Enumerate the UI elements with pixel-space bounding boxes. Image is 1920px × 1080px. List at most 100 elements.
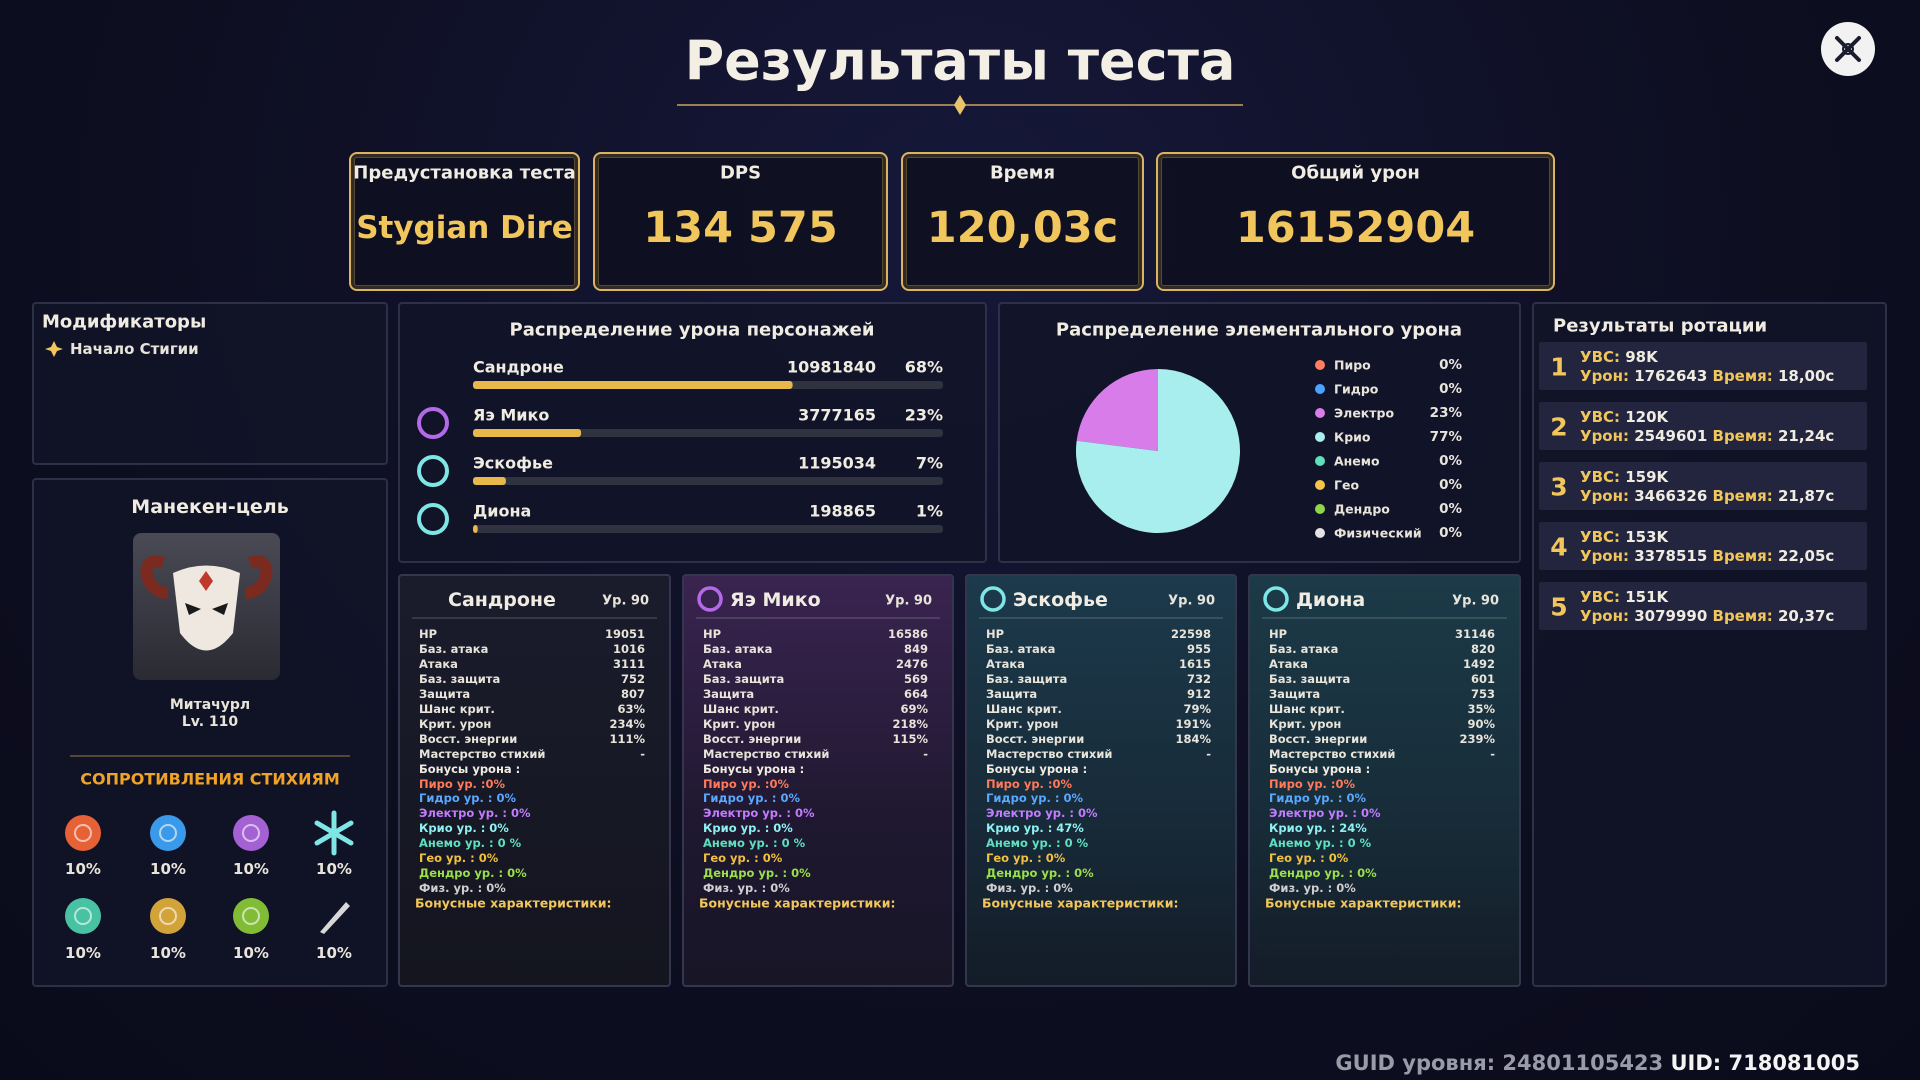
summary-value: 134 575 — [643, 203, 838, 253]
rotation-time: 18,00с — [1777, 367, 1835, 385]
rotation-rank: 2 — [1550, 412, 1568, 442]
rotation-line: Урон: 3079990 Время: 20,37с — [1580, 607, 1834, 625]
summary-box — [1156, 152, 1555, 291]
legend-value: 0% — [1439, 477, 1462, 493]
rotation-item — [1539, 522, 1867, 570]
resist-value: 10% — [233, 860, 269, 878]
legend-label: Анемо — [1334, 453, 1380, 469]
stat-value: 35% — [1467, 701, 1495, 716]
close-icon — [1835, 36, 1861, 62]
resist-value: 10% — [233, 944, 269, 962]
bonus-footer: Бонусные характеристики: — [1265, 895, 1462, 911]
bonus-line: Гидро ур. : 0% — [986, 791, 1084, 806]
legend-label: Гео — [1334, 477, 1360, 493]
guid-label: GUID уровня: — [1335, 1051, 1496, 1075]
stat-value: - — [1206, 746, 1211, 761]
stat-label: Восст. энергии — [703, 731, 802, 746]
target-title: Манекен-цель — [131, 496, 289, 518]
rotation-time: 20,37с — [1777, 607, 1835, 625]
stat-value: 239% — [1459, 731, 1495, 746]
summary-box — [901, 152, 1144, 291]
stat-label: Восст. энергии — [1269, 731, 1368, 746]
bonus-line: Пиро ур. :0% — [419, 776, 506, 791]
bonus-line: Бонусы урона : — [703, 761, 805, 776]
modifier-item: Начало Стигии — [70, 340, 199, 358]
stat-value: 912 — [1186, 686, 1211, 701]
resist-value: 10% — [150, 860, 186, 878]
rotation-line: Урон: 3378515 Время: 22,05с — [1580, 547, 1834, 565]
stat-label: Мастерство стихий — [703, 746, 830, 761]
damage-name: Сандроне — [473, 357, 564, 377]
target-portrait — [133, 533, 280, 680]
bonus-line: Электро ур. : 0% — [1269, 806, 1381, 821]
stat-value: 1016 — [612, 641, 645, 656]
legend-value: 0% — [1439, 357, 1462, 373]
stat-value: 664 — [903, 686, 928, 701]
stat-label: Шанс крит. — [703, 701, 779, 716]
legend-label: Физический — [1334, 525, 1422, 541]
stat-label: Атака — [1269, 656, 1308, 671]
legend-value: 0% — [1439, 453, 1462, 469]
rotation-line: УВС: 151K — [1580, 588, 1668, 606]
stat-label: Крит. урон — [419, 716, 492, 731]
close-button[interactable] — [1821, 22, 1875, 76]
rotation-item — [1539, 462, 1867, 510]
stat-label: Баз. атака — [703, 641, 773, 656]
damage-share-label: 1% — [915, 501, 943, 521]
stat-label: Мастерство стихий — [1269, 746, 1396, 761]
summary-label: Общий урон — [1291, 162, 1420, 184]
stat-label: Атака — [419, 656, 458, 671]
stat-value: 849 — [903, 641, 928, 656]
stat-value: - — [923, 746, 928, 761]
stat-label: Восст. энергии — [986, 731, 1085, 746]
footer: GUID уровня: 24801105423 UID: 718081005 — [1335, 1051, 1860, 1075]
rotation-dps: 159K — [1625, 468, 1669, 486]
rotation-dps-label: УВС: — [1580, 408, 1621, 426]
summary-value: 16152904 — [1235, 203, 1476, 253]
bonus-line: Дендро ур. : 0% — [1269, 866, 1377, 881]
stat-label: Баз. защита — [703, 671, 785, 686]
stat-label: Атака — [986, 656, 1025, 671]
target-name: Митачурл — [169, 697, 251, 713]
bonus-line: Дендро ур. : 0% — [419, 866, 527, 881]
rotation-time: 21,24с — [1777, 427, 1835, 445]
rotation-damage-label: Урон: — [1580, 607, 1629, 625]
stat-label: Восст. энергии — [419, 731, 518, 746]
rotation-rank: 4 — [1550, 532, 1568, 562]
character-name: Диона — [1296, 589, 1366, 611]
uid-value: 718081005 — [1728, 1051, 1860, 1075]
rotation-line: УВС: 153K — [1580, 528, 1668, 546]
stat-value: 752 — [620, 671, 645, 686]
damage-name: Эскофье — [473, 453, 553, 473]
bonus-line: Гео ур. : 0% — [703, 851, 783, 866]
legend-value: 0% — [1439, 381, 1462, 397]
rotation-damage-label: Урон: — [1580, 487, 1629, 505]
guid-value: 24801105423 — [1502, 1051, 1664, 1075]
stat-label: HP — [703, 627, 722, 641]
character-level: Ур. 90 — [885, 593, 932, 609]
rotation-rank: 5 — [1550, 592, 1568, 622]
bonus-line: Гео ур. : 0% — [419, 851, 499, 866]
stat-value: - — [640, 746, 645, 761]
bonus-line: Бонусы урона : — [986, 761, 1088, 776]
character-name: Сандроне — [448, 589, 556, 611]
bonus-line: Крио ур. : 24% — [1269, 821, 1367, 836]
stat-value: 601 — [1470, 671, 1495, 686]
stat-value: 19051 — [604, 627, 645, 641]
rotation-time-label: Время: — [1712, 607, 1773, 625]
character-card — [682, 574, 954, 987]
resist-value: 10% — [65, 944, 101, 962]
stat-value: 69% — [900, 701, 928, 716]
page-title: Результаты теста — [684, 29, 1236, 93]
bonus-line: Пиро ур. :0% — [986, 776, 1073, 791]
legend-label: Гидро — [1334, 381, 1379, 397]
stat-value: 31146 — [1454, 627, 1495, 641]
stat-label: Шанс крит. — [986, 701, 1062, 716]
character-name: Яэ Мико — [730, 589, 821, 611]
rotation-line: УВС: 120K — [1580, 408, 1668, 426]
stat-value: 111% — [609, 731, 645, 746]
bonus-line: Анемо ур. : 0 % — [1269, 836, 1372, 851]
stat-label: Баз. защита — [1269, 671, 1351, 686]
stat-value: 807 — [620, 686, 645, 701]
damage-title: Распределение урона персонажей — [509, 319, 875, 341]
